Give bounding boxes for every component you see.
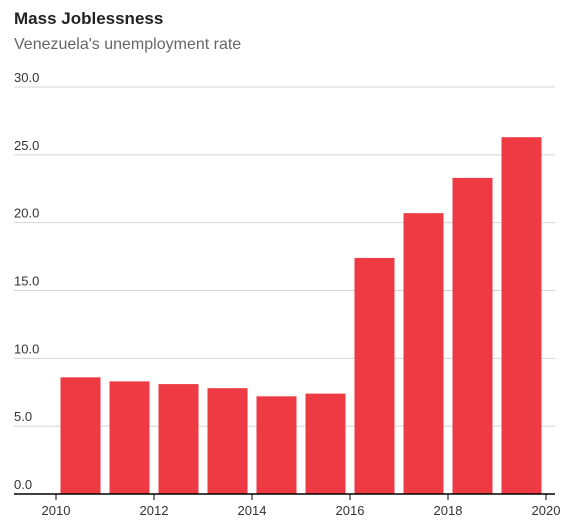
x-tick-label-2016: 2016 [336, 503, 365, 518]
bar-2012 [109, 381, 150, 494]
bar-2015 [256, 396, 297, 494]
y-tick-label-3: 15.0 [14, 274, 39, 289]
bar-2011 [60, 377, 101, 494]
x-tick-label-2014: 2014 [238, 503, 267, 518]
x-axis [14, 493, 555, 500]
bars [60, 137, 542, 495]
y-tick-label-0: 0.0 [14, 477, 32, 492]
y-tick-label-5: 25.0 [14, 138, 39, 153]
y-tick-labels: 0.0 5.0 10.0 15.0 20.0 25.0 30.0 [14, 70, 39, 492]
x-tick-label-2012: 2012 [140, 503, 169, 518]
bar-2017 [354, 257, 395, 494]
y-tick-label-4: 20.0 [14, 206, 39, 221]
bar-2014 [207, 388, 248, 494]
bar-2020 [501, 137, 542, 495]
y-tick-label-1: 5.0 [14, 409, 32, 424]
bar-2019 [452, 177, 493, 494]
x-tick-labels: 2010 2012 2014 2016 2018 2020 [42, 503, 561, 518]
x-tick-label-2020: 2020 [532, 503, 561, 518]
x-tick-label-2018: 2018 [434, 503, 463, 518]
chart-subtitle: Venezuela's unemployment rate [14, 36, 242, 53]
bar-2013 [158, 384, 199, 494]
bar-2016 [305, 393, 346, 494]
y-tick-label-2: 10.0 [14, 341, 39, 356]
bar-2018 [403, 213, 444, 495]
chart-title: Mass Joblessness [14, 9, 164, 28]
x-tick-label-2010: 2010 [42, 503, 71, 518]
y-tick-label-6: 30.0 [14, 70, 39, 85]
